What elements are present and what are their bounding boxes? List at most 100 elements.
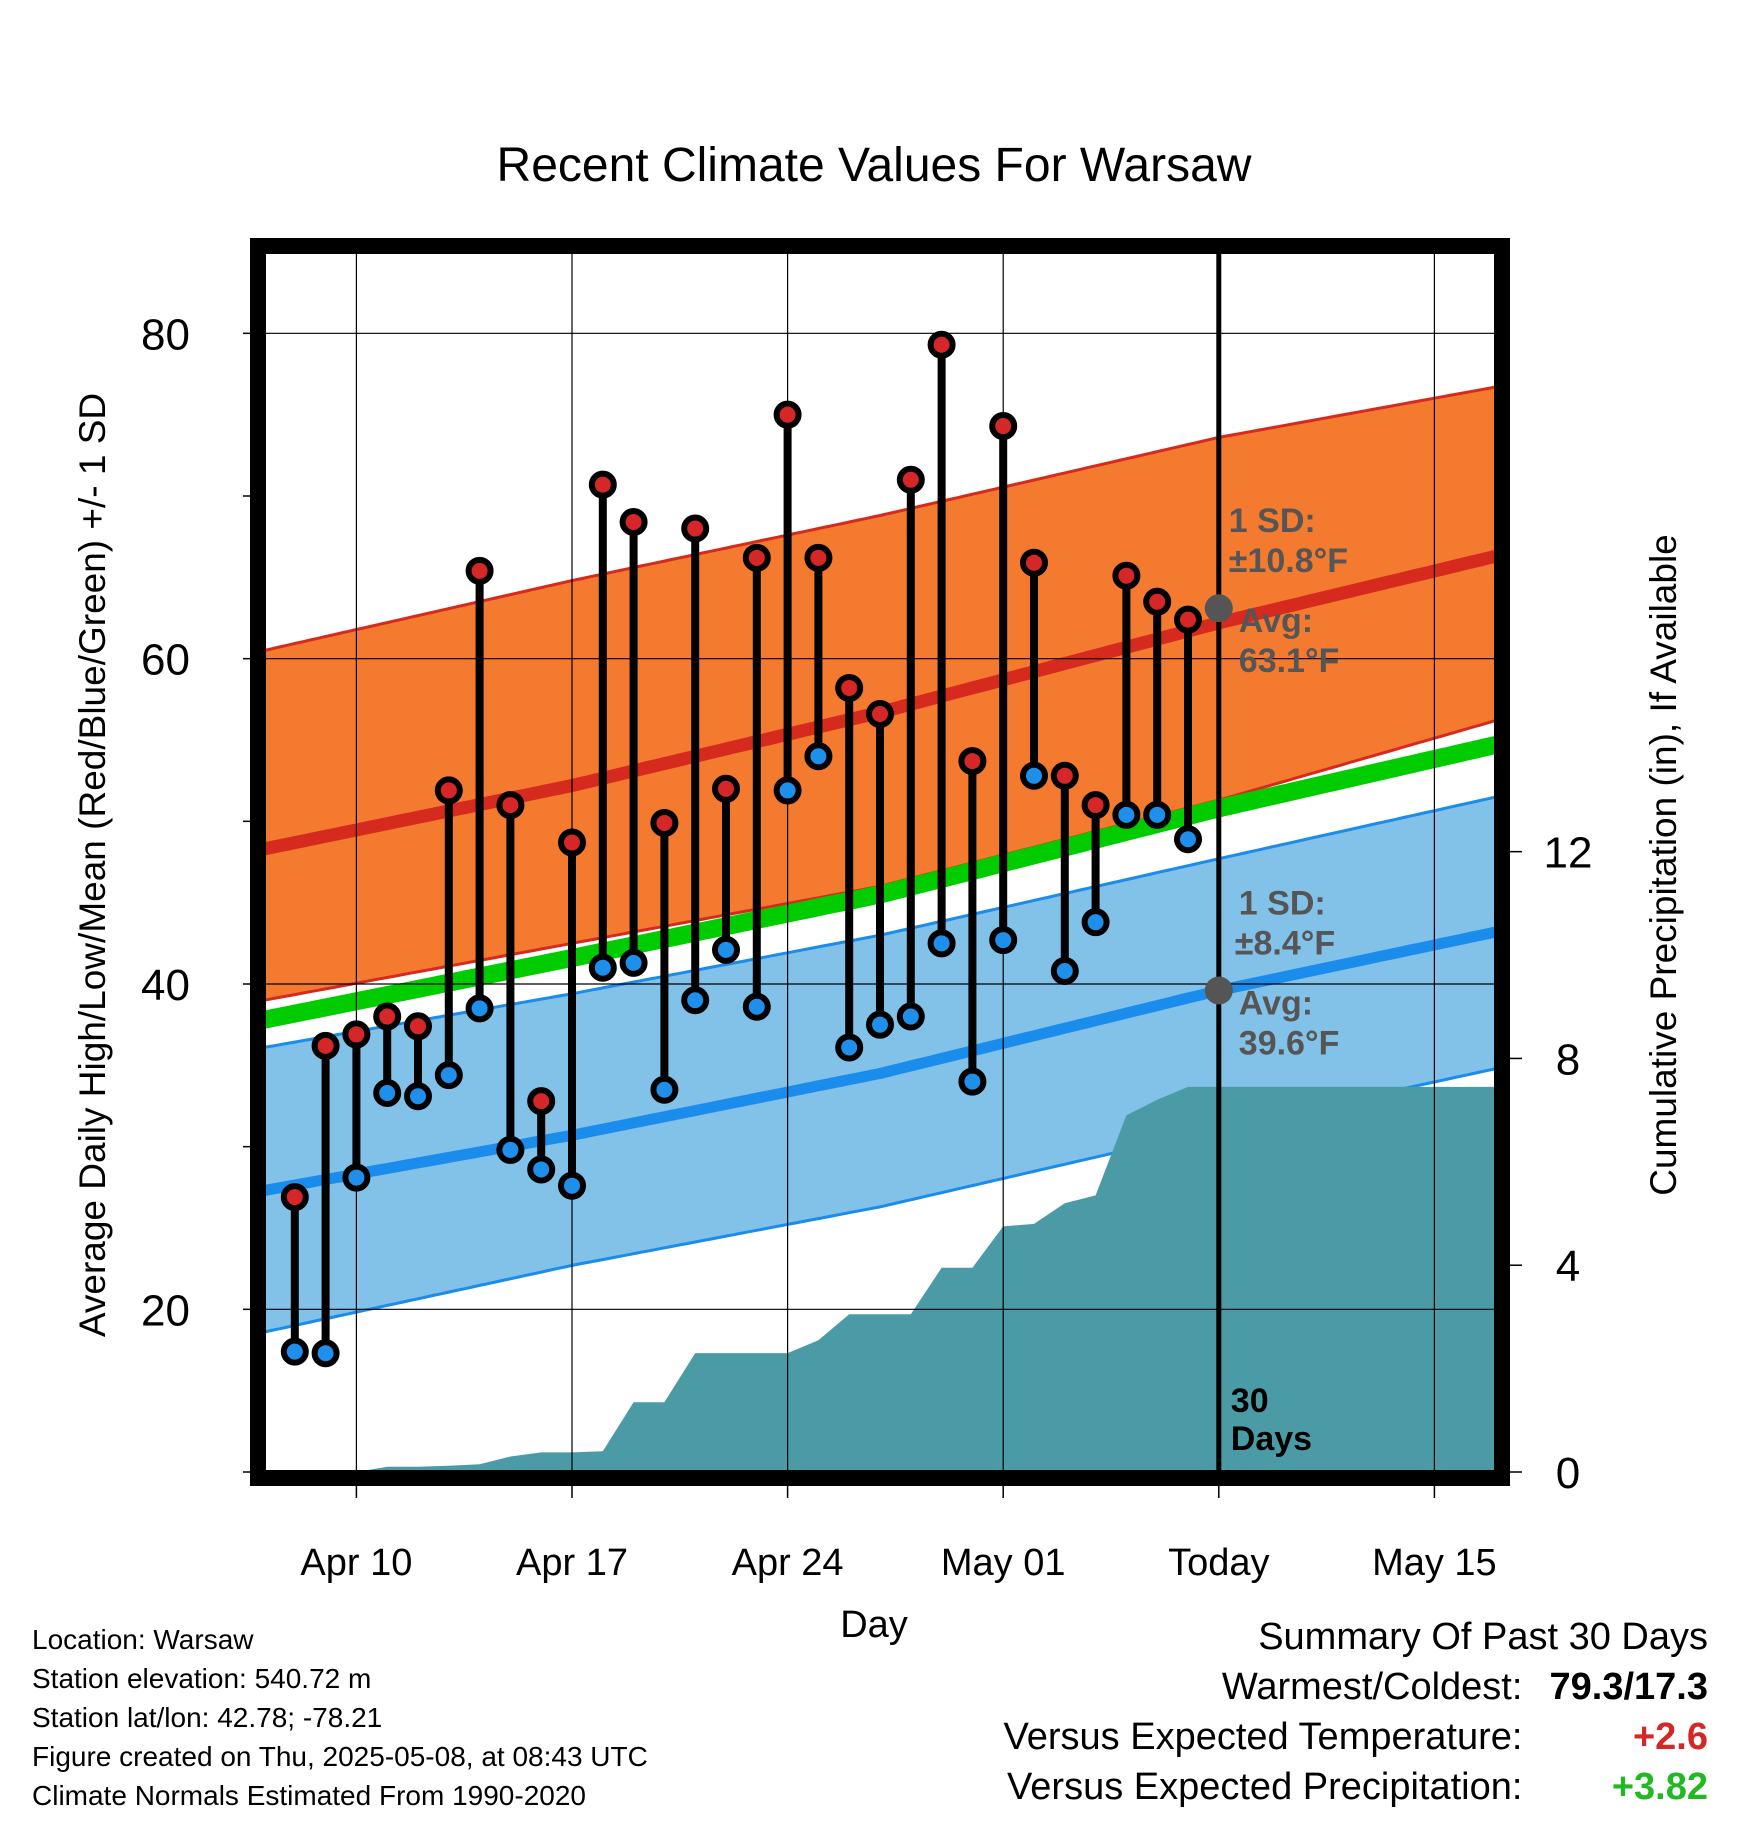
elevation-text: Station elevation: 540.72 m [32, 1663, 372, 1694]
daily-low-point [1050, 956, 1079, 985]
daily-low-point [650, 1075, 679, 1104]
summary-title: Summary Of Past 30 Days [1258, 1616, 1708, 1658]
daily-high-point [465, 556, 494, 585]
daily-low-point [1112, 800, 1141, 829]
daily-high-point [311, 1031, 340, 1060]
daily-high-point [804, 543, 833, 572]
daily-low-point [712, 935, 740, 964]
daily-low-point [896, 1002, 925, 1031]
days-count: 30 [1231, 1382, 1269, 1420]
daily-high-point [1112, 561, 1141, 590]
high-sd-label: 1 SD: [1229, 502, 1316, 540]
daily-low-point [1081, 908, 1110, 937]
daily-high-point [742, 543, 771, 572]
y-right-tick-label: 4 [1556, 1242, 1580, 1291]
y-right-tick-label: 0 [1556, 1449, 1580, 1498]
location-text: Location: Warsaw [32, 1624, 254, 1655]
daily-low-point [342, 1163, 371, 1192]
y-left-tick-label: 80 [141, 310, 190, 359]
daily-high-point [681, 514, 710, 543]
daily-low-point [1020, 761, 1048, 790]
daily-high-point [1081, 791, 1110, 820]
normals-text: Climate Normals Estimated From 1990-2020 [32, 1780, 586, 1811]
daily-high-point [927, 330, 956, 359]
daily-low-point [588, 953, 617, 982]
daily-high-point [373, 1002, 402, 1031]
daily-high-point [280, 1183, 309, 1212]
y-right-tick-label: 12 [1544, 829, 1593, 878]
daily-low-point [989, 926, 1018, 955]
daily-low-point [927, 929, 956, 958]
daily-low-point [742, 992, 771, 1021]
precip-anomaly-row: Versus Expected Precipitation: +3.82 [1004, 1762, 1708, 1812]
y-left-axis: 20 40 60 80 [141, 310, 250, 1473]
high-avg-marker [1204, 594, 1233, 623]
daily-high-point [404, 1012, 432, 1041]
daily-high-point [588, 470, 617, 499]
x-tick-label: Today [1168, 1542, 1269, 1584]
daily-low-point [373, 1078, 402, 1107]
station-info: Location: Warsaw Station elevation: 540.… [32, 1620, 648, 1815]
daily-high-point [650, 808, 679, 837]
daily-low-point [681, 986, 710, 1015]
daily-high-point [558, 828, 586, 857]
high-plus-sd-line [264, 385, 1496, 652]
y-left-tick-label: 60 [141, 636, 190, 685]
x-tick-label: May 15 [1372, 1542, 1497, 1584]
daily-high-point [773, 400, 802, 429]
daily-high-point [896, 465, 925, 494]
x-axis-label: Day [840, 1604, 908, 1646]
high-avg-value: 63.1°F [1239, 642, 1340, 680]
low-sd-label: 1 SD: [1239, 885, 1326, 923]
daily-low-point [496, 1135, 525, 1164]
daily-high-point [989, 412, 1018, 441]
days-label: 30 Days [1231, 1382, 1312, 1458]
x-tick-label: Apr 24 [732, 1542, 844, 1584]
daily-low-point [1174, 825, 1202, 854]
plot-frame [250, 238, 1510, 1486]
warmest-coldest-label: Warmest/Coldest: [1221, 1666, 1523, 1708]
daily-low-point [835, 1033, 864, 1062]
daily-low-point [434, 1061, 463, 1090]
chart-title: Recent Climate Values For Warsaw [497, 139, 1252, 192]
precip-anomaly-value: +3.82 [1611, 1766, 1708, 1808]
summary-panel: Summary Of Past 30 Days Warmest/Coldest:… [1004, 1612, 1708, 1812]
daily-high-point [958, 747, 987, 776]
daily-low-point [465, 994, 494, 1023]
daily-low-point [311, 1339, 340, 1368]
high-sd-value: ±10.8°F [1229, 542, 1348, 580]
precipitation-area [264, 1086, 1496, 1472]
high-avg-label: Avg: [1239, 602, 1313, 640]
x-axis: Apr 10 Apr 17 Apr 24 May 01 Today May 15 [300, 1486, 1497, 1584]
daily-low-point [804, 742, 833, 771]
daily-high-point [866, 699, 894, 728]
low-avg-label: Avg: [1239, 985, 1313, 1023]
x-tick-label: Apr 17 [516, 1542, 628, 1584]
temp-anomaly-row: Versus Expected Temperature: +2.6 [1004, 1712, 1708, 1762]
daily-high-point [496, 791, 525, 820]
precip-anomaly-label: Versus Expected Precipitation: [1007, 1766, 1523, 1808]
daily-low-point [866, 1010, 894, 1039]
daily-low-point [619, 948, 648, 977]
daily-high-point [342, 1020, 371, 1049]
created-text: Figure created on Thu, 2025-05-08, at 08… [32, 1741, 648, 1772]
y-right-tick-label: 8 [1556, 1035, 1580, 1084]
daily-high-point [434, 776, 463, 805]
x-tick-label: Apr 10 [300, 1542, 412, 1584]
daily-low-point [527, 1155, 556, 1184]
temp-anomaly-value: +2.6 [1632, 1716, 1708, 1758]
temp-anomaly-label: Versus Expected Temperature: [1003, 1716, 1523, 1758]
daily-high-point [835, 673, 864, 702]
low-mean-line [264, 926, 1496, 1197]
daily-low-point [958, 1067, 987, 1096]
y-left-tick-label: 40 [141, 961, 190, 1010]
daily-low-point [773, 776, 802, 805]
warmest-coldest-row: Warmest/Coldest: 79.3/17.3 [1004, 1662, 1708, 1712]
daily-low-point [558, 1171, 586, 1200]
normal-annotations: 1 SD: ±10.8°F Avg: 63.1°F 1 SD: ±8.4°F A… [1204, 502, 1348, 1063]
warmest-coldest-value: 79.3/17.3 [1549, 1666, 1708, 1708]
low-avg-value: 39.6°F [1239, 1025, 1340, 1063]
y-left-axis-label: Average Daily High/Low/Mean (Red/Blue/Gr… [72, 393, 113, 1337]
daily-low-point [280, 1337, 309, 1366]
